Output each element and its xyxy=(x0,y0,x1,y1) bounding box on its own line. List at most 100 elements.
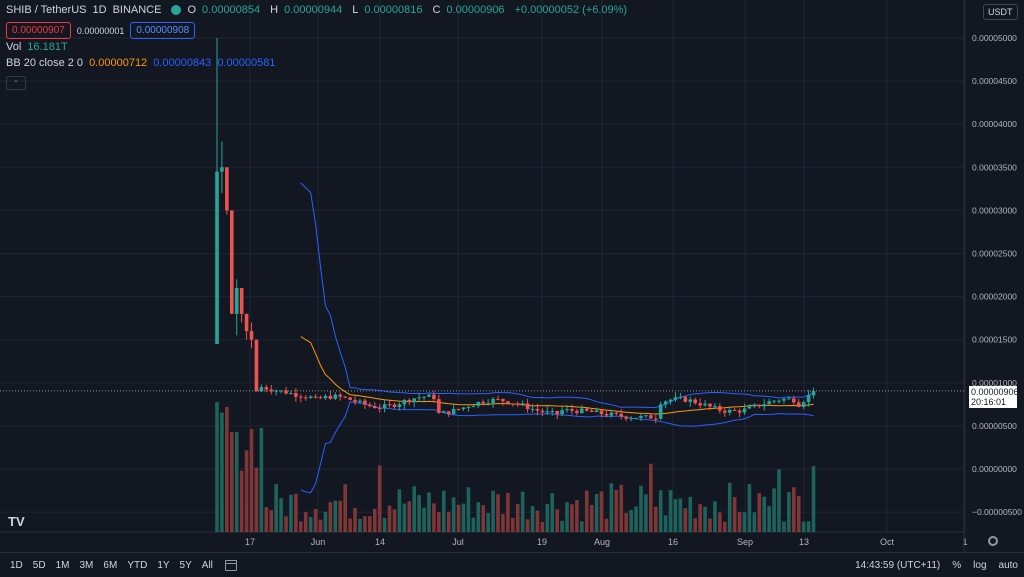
candle-body xyxy=(599,410,604,415)
candle-body xyxy=(456,408,461,410)
candle-body xyxy=(619,413,624,417)
timeframe-1y[interactable]: 1Y xyxy=(157,559,170,571)
x-tick-label: 14 xyxy=(375,537,385,547)
volume-bar xyxy=(614,490,619,532)
timeframe-5y[interactable]: 5Y xyxy=(179,559,192,571)
timeframe-3m[interactable]: 3M xyxy=(79,559,94,571)
candle-body xyxy=(368,404,372,407)
volume-bar xyxy=(742,512,747,532)
volume-bar xyxy=(249,428,254,532)
volume-bar xyxy=(575,500,579,532)
volume-legend[interactable]: Vol 16.181T xyxy=(6,41,68,53)
candle-body xyxy=(634,418,638,420)
volume-bar xyxy=(811,466,816,532)
ohlc-l-label: L xyxy=(352,4,359,16)
candle-body xyxy=(737,410,742,413)
x-tick-label: 16 xyxy=(668,537,678,547)
x-tick-label: Jun xyxy=(311,537,326,547)
interval-label[interactable]: 1D xyxy=(92,4,107,16)
candle-body xyxy=(752,404,757,407)
timeframe-1m[interactable]: 1M xyxy=(55,559,70,571)
last-price-tag: 0.00000906 20:16:01 xyxy=(969,386,1019,408)
volume-bar xyxy=(515,503,520,532)
volume-bar xyxy=(456,504,461,532)
volume-bar xyxy=(501,513,505,532)
ohlc-o-label: O xyxy=(187,4,197,16)
volume-bar xyxy=(535,510,540,532)
candle-body xyxy=(284,390,288,394)
y-tick-label: 0.00003500 xyxy=(972,162,1017,172)
spread-value: 0.00000001 xyxy=(76,25,125,36)
volume-bar xyxy=(629,509,633,532)
collapse-legend-button[interactable]: ⌃ xyxy=(6,76,26,90)
candle-body xyxy=(727,409,732,413)
symbol-name[interactable]: SHIB / TetherUS xyxy=(6,4,87,16)
y-tick-label: 0.00000000 xyxy=(972,464,1017,474)
timeframe-5d[interactable]: 5D xyxy=(32,559,46,571)
candle-body xyxy=(782,398,786,401)
volume-bar xyxy=(599,491,604,532)
auto-toggle[interactable]: auto xyxy=(998,559,1018,571)
candle-body xyxy=(653,418,658,420)
volume-bar xyxy=(215,402,219,532)
volume-bar xyxy=(708,518,712,532)
volume-bar xyxy=(624,512,628,532)
currency-badge[interactable]: USDT xyxy=(983,4,1018,20)
candle-body xyxy=(767,401,771,405)
sell-button[interactable]: 0.00000907 xyxy=(6,22,71,39)
bb-legend[interactable]: BB 20 close 2 0 0.00000712 0.00000843 0.… xyxy=(6,57,275,69)
candle-body xyxy=(294,393,298,397)
volume-bar xyxy=(718,512,722,532)
volume-bar xyxy=(540,521,545,532)
candle-body xyxy=(215,171,219,345)
ohlc-change: +0.00000052 (+6.09%) xyxy=(514,4,628,16)
volume-bar xyxy=(644,494,648,532)
volume-bar xyxy=(481,505,486,532)
volume-bar xyxy=(747,484,752,532)
candle-body xyxy=(299,396,303,398)
candle-body xyxy=(392,404,397,408)
price-chart[interactable]: 0.00005000 0.00004500 0.00004000 0.00003500… xyxy=(0,0,1024,552)
candle-body xyxy=(446,411,451,415)
timeframe-6m[interactable]: 6M xyxy=(103,559,118,571)
chart-area[interactable]: 0.00005000 0.00004500 0.00004000 0.00003500… xyxy=(0,0,1022,552)
candle-body xyxy=(757,404,762,407)
volume-bar xyxy=(570,504,574,532)
candle-body xyxy=(363,400,367,405)
timeframe-1d[interactable]: 1D xyxy=(10,559,23,571)
percent-toggle[interactable]: % xyxy=(952,559,962,571)
volume-bar xyxy=(722,521,727,532)
gear-icon[interactable] xyxy=(988,536,998,546)
volume-bar xyxy=(368,516,372,532)
candle-body xyxy=(614,412,619,414)
buy-button[interactable]: 0.00000908 xyxy=(130,22,196,39)
timeframe-all[interactable]: All xyxy=(201,559,213,571)
volume-bar xyxy=(777,469,781,532)
volume-bar xyxy=(422,507,426,532)
volume-bar xyxy=(259,427,264,532)
candle-body xyxy=(323,395,328,399)
candle-body xyxy=(328,395,333,399)
log-toggle[interactable]: log xyxy=(973,559,987,571)
timeframe-ytd[interactable]: YTD xyxy=(127,559,148,571)
y-tick-label: 0.00001500 xyxy=(972,335,1017,345)
candle-body xyxy=(589,410,594,413)
candle-body xyxy=(407,400,412,403)
candle-body xyxy=(580,408,584,414)
candle-body xyxy=(801,402,806,407)
volume-bar xyxy=(284,516,288,532)
tradingview-logo-icon[interactable]: TV xyxy=(8,514,25,529)
ohlc-low: 0.00000816 xyxy=(364,4,423,16)
volume-bar xyxy=(299,521,303,532)
volume-bar xyxy=(594,493,599,532)
candle-body xyxy=(338,394,343,397)
volume-bar xyxy=(713,501,717,532)
calendar-icon[interactable] xyxy=(224,559,237,571)
candle-body xyxy=(491,398,495,404)
clock-time[interactable]: 14:43:59 (UTC+11) xyxy=(855,559,941,571)
volume-bar xyxy=(338,500,343,532)
volume-bar xyxy=(318,519,323,532)
candle-body xyxy=(441,411,446,413)
volume-bar xyxy=(437,511,441,532)
volume-bar xyxy=(461,503,466,532)
